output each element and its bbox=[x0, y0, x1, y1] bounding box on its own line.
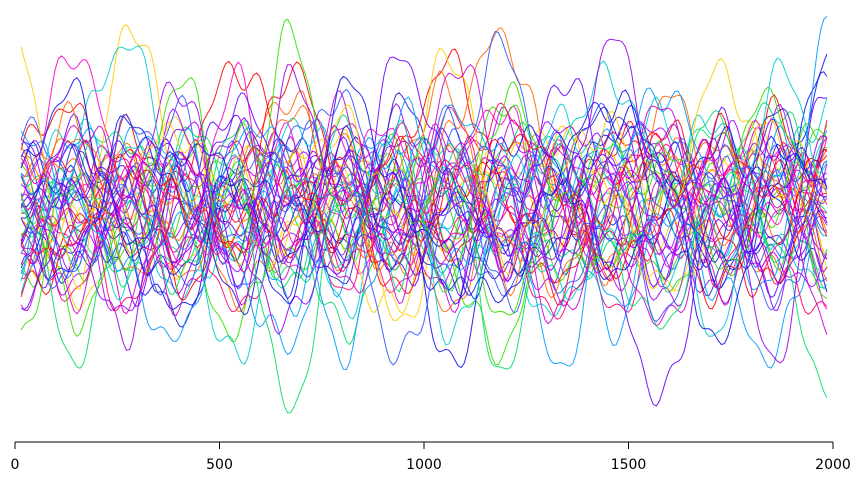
series-line-45 bbox=[20, 127, 828, 268]
series-line-58 bbox=[20, 56, 827, 407]
series-line-54 bbox=[20, 45, 828, 365]
x-tick-label: 1500 bbox=[611, 457, 647, 473]
series-line-50 bbox=[20, 104, 828, 299]
x-tick-label: 500 bbox=[206, 457, 233, 473]
x-tick-label: 2000 bbox=[815, 457, 851, 473]
series-line-26 bbox=[20, 112, 828, 298]
series-line-57 bbox=[20, 75, 828, 346]
series-line-53 bbox=[20, 134, 828, 414]
x-tick-label: 0 bbox=[11, 457, 20, 473]
series-line-39 bbox=[20, 96, 828, 302]
series-line-40 bbox=[20, 119, 828, 294]
series-line-42 bbox=[20, 118, 827, 289]
series-line-44 bbox=[20, 123, 828, 315]
series-line-59 bbox=[20, 38, 828, 364]
series-line-41 bbox=[20, 124, 828, 311]
series-line-56 bbox=[20, 30, 827, 366]
x-tick-label: 1000 bbox=[406, 457, 442, 473]
series-line-60 bbox=[20, 64, 828, 335]
x-axis-ticks: 0 500 1000 1500 2000 bbox=[11, 442, 851, 473]
series-line-51 bbox=[20, 24, 828, 290]
series-line-55 bbox=[20, 15, 828, 371]
series-lines bbox=[20, 15, 828, 414]
series-line-12 bbox=[20, 123, 828, 327]
x-axis: 0 500 1000 1500 2000 bbox=[11, 441, 851, 473]
